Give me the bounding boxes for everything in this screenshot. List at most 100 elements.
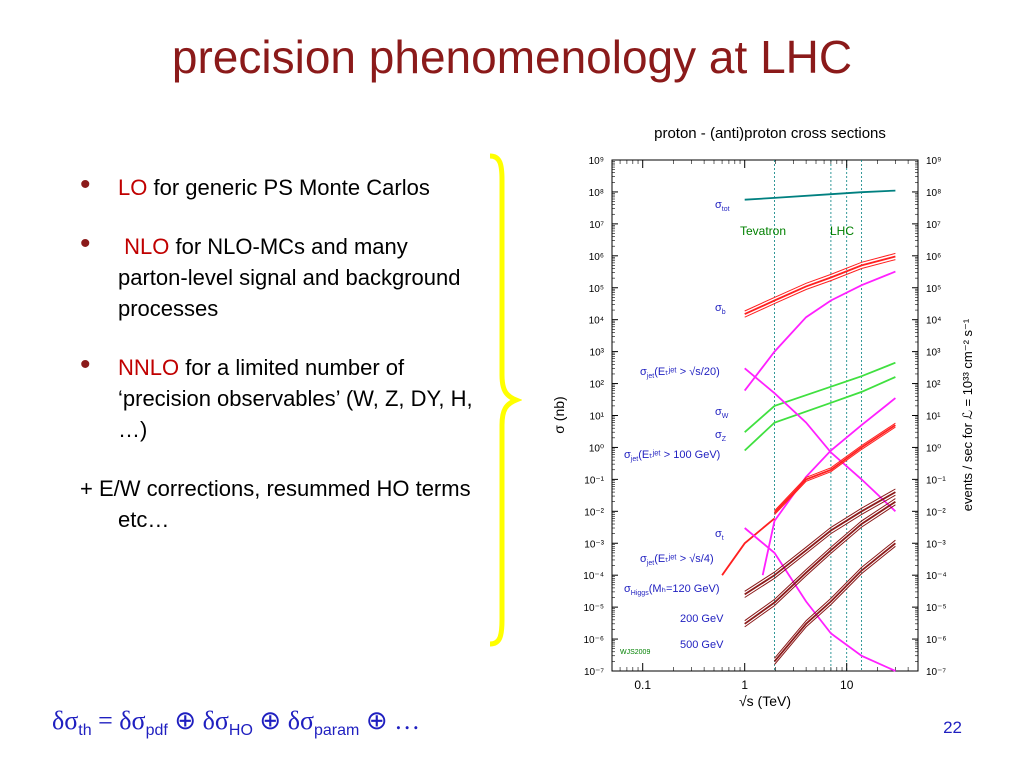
series-band-b xyxy=(744,252,896,312)
series-annotation: σHiggs(Mₕ=120 GeV) xyxy=(624,583,719,597)
series-annotation: σjet(Eₜʲᵉᵗ > 100 GeV) xyxy=(624,449,720,463)
y-tick-label-left: 10⁻⁶ xyxy=(583,635,604,646)
formula-operator: ⊕ xyxy=(167,706,203,735)
y-tick-label-right: 10⁻³ xyxy=(926,539,946,550)
series-band-higgs xyxy=(744,504,896,628)
formula-operator: ⊕ xyxy=(252,706,288,735)
x-tick-label: 0.1 xyxy=(634,678,651,692)
series-annotation: σW xyxy=(715,406,729,420)
curly-brace-icon xyxy=(489,153,522,647)
y-tick-label-right: 10⁸ xyxy=(926,188,941,199)
series-line-jet xyxy=(744,527,896,672)
series-band-higgs xyxy=(744,498,896,622)
extra-line: + E/W corrections, resummed HO terms etc… xyxy=(80,476,471,532)
y-tick-label-left: 10⁶ xyxy=(589,252,604,263)
y-tick-label-left: 10⁹ xyxy=(589,156,604,167)
formula-term: δσ xyxy=(52,706,79,735)
y-axis-label-right: events / sec for ℒ = 10³³ cm⁻² s⁻¹ xyxy=(960,318,975,511)
y-tick-label-left: 10⁻⁵ xyxy=(583,603,604,614)
series-band-higgs xyxy=(774,539,896,659)
y-tick-label-right: 10⁻⁵ xyxy=(926,603,947,614)
bullet-marker: • xyxy=(80,348,91,381)
series-band-higgs xyxy=(744,494,896,598)
series-annotation: σjet(Eₜʲᵉᵗ > √s/20) xyxy=(640,366,720,380)
series-line-jet xyxy=(744,367,897,512)
formula-term: δσ xyxy=(202,706,229,735)
x-tick-label: 1 xyxy=(741,678,748,692)
series-annotation: σb xyxy=(715,302,726,316)
cross-section-chart: proton - (anti)proton cross sections 10⁻… xyxy=(551,125,975,709)
series-band-b xyxy=(744,259,896,318)
series-annotation: σjet(Eₜʲᵉᵗ > √s/4) xyxy=(640,553,714,567)
y-tick-label-right: 10⁰ xyxy=(926,443,941,454)
series-line-higgs xyxy=(744,500,896,625)
formula-operator: = xyxy=(91,706,120,735)
y-tick-label-left: 10² xyxy=(590,380,605,391)
series-line-wz xyxy=(744,376,896,452)
bullet-marker: • xyxy=(80,168,91,201)
bullet-text: for generic PS Monte Carlos xyxy=(147,175,430,200)
series-annotation: 500 GeV xyxy=(680,639,724,651)
series-line-t xyxy=(773,424,896,514)
x-axis-label: √s (TeV) xyxy=(739,693,791,709)
y-tick-label-right: 10⁷ xyxy=(926,220,941,231)
formula-subscript: param xyxy=(313,722,360,740)
y-tick-label-right: 10⁻⁶ xyxy=(926,635,947,646)
y-tick-label-left: 10⁻³ xyxy=(584,539,604,550)
y-tick-label-left: 10⁻⁴ xyxy=(583,571,604,582)
bullet-nlo: • NLO for NLO-MCs and many parton-level … xyxy=(80,227,480,324)
slide-title: precision phenomenology at LHC xyxy=(171,31,853,83)
formula-subscript: th xyxy=(78,722,92,740)
series-line-jet xyxy=(761,397,896,576)
y-tick-label-right: 10³ xyxy=(926,348,941,359)
page-number: 22 xyxy=(943,718,962,737)
y-tick-label-right: 10² xyxy=(926,380,941,391)
y-tick-label-left: 10³ xyxy=(590,348,605,359)
y-tick-label-left: 10⁻¹ xyxy=(584,475,604,486)
bullet-highlight: LO xyxy=(118,175,148,200)
y-tick-label-left: 10⁻² xyxy=(584,507,604,518)
bullet-marker: • xyxy=(80,227,91,260)
bullet-highlight: NLO xyxy=(124,234,170,259)
series-line-t xyxy=(721,517,776,576)
formula-operator: ⊕ … xyxy=(359,706,421,735)
series-band-t xyxy=(774,426,896,516)
series-line-wz xyxy=(744,361,896,433)
y-tick-label-right: 10⁵ xyxy=(926,284,941,295)
y-tick-label-right: 10¹ xyxy=(926,412,941,423)
uncertainty-formula: δσth = δσpdf ⊕ δσHO ⊕ δσparam ⊕ … xyxy=(52,706,420,740)
y-tick-label-right: 10⁻⁷ xyxy=(926,667,946,678)
y-tick-label-left: 10⁷ xyxy=(589,220,604,231)
series-band-higgs xyxy=(774,545,896,665)
formula-subscript: HO xyxy=(228,722,253,740)
watermark: WJS2009 xyxy=(620,649,650,656)
y-tick-label-right: 10⁹ xyxy=(926,156,941,167)
series-annotation: σZ xyxy=(715,429,727,443)
chart-title: proton - (anti)proton cross sections xyxy=(654,125,886,142)
y-tick-label-left: 10⁵ xyxy=(589,284,604,295)
tevatron-label: Tevatron xyxy=(740,224,786,238)
series-line-b xyxy=(744,255,896,315)
series-band-higgs xyxy=(744,488,896,592)
formula-term: δσ xyxy=(287,706,314,735)
y-tick-label-left: 10⁰ xyxy=(589,443,604,454)
series-line-jet xyxy=(743,270,896,392)
bullet-text: for NLO-MCs and many parton-level signal… xyxy=(118,234,461,321)
y-tick-label-right: 10⁻² xyxy=(926,507,946,518)
series-line-higgs xyxy=(773,542,896,662)
y-tick-label-right: 10⁴ xyxy=(926,316,941,327)
y-tick-label-left: 10⁸ xyxy=(589,188,604,199)
series-line-tot xyxy=(744,189,896,201)
bullet-lo: • LO for generic PS Monte Carlos xyxy=(80,168,480,203)
y-tick-label-right: 10⁶ xyxy=(926,252,941,263)
y-tick-label-left: 10⁻⁷ xyxy=(584,667,604,678)
y-tick-label-right: 10⁻⁴ xyxy=(926,571,947,582)
bullet-text: for a limited number of ‘precision obser… xyxy=(118,355,473,442)
bullet-highlight: NNLO xyxy=(118,355,180,380)
series-band-t xyxy=(774,422,896,512)
lhc-label: LHC xyxy=(830,224,854,238)
formula-term: δσ xyxy=(119,706,146,735)
y-axis-label: σ (nb) xyxy=(551,396,567,433)
x-tick-label: 10 xyxy=(840,678,854,692)
bullet-list: • LO for generic PS Monte Carlos • NLO f… xyxy=(80,168,480,535)
